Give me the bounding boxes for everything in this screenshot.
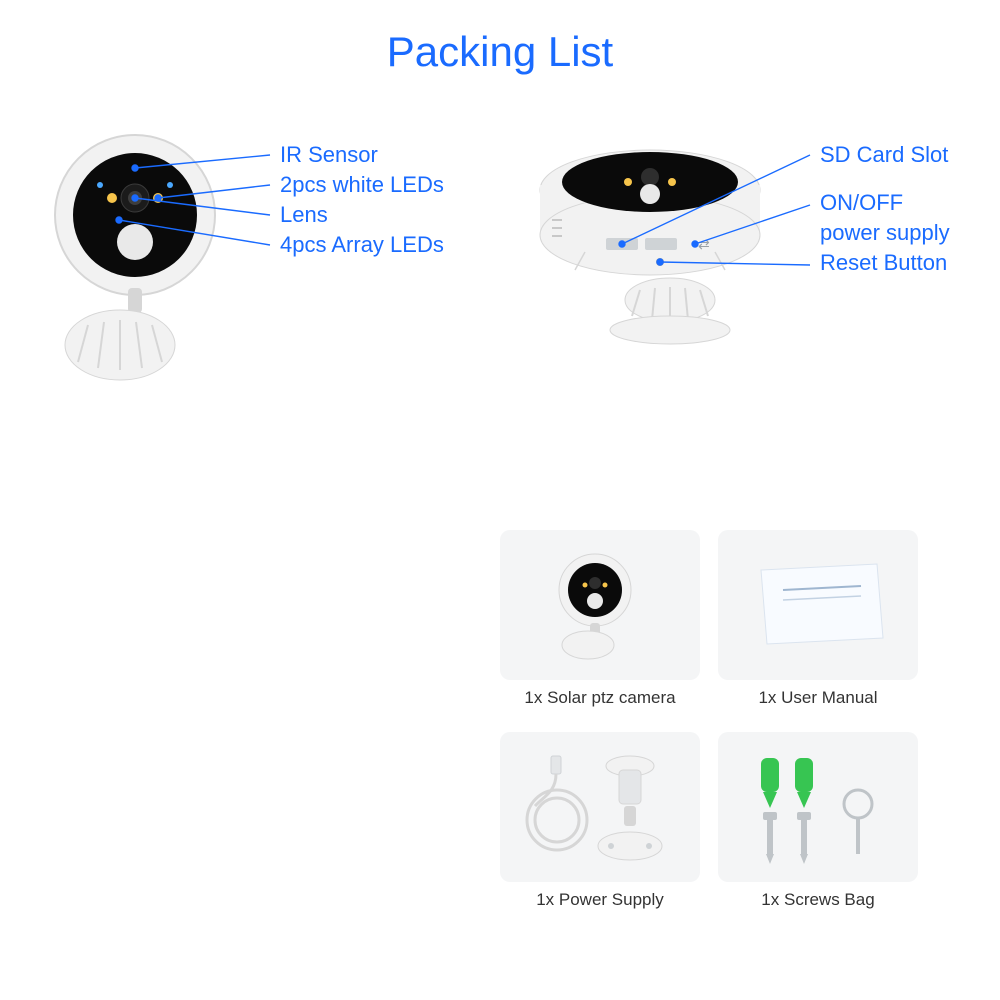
pack-img-manual: [718, 530, 918, 680]
pack-cell-screws: 1x Screws Bag: [718, 732, 918, 924]
back-callouts: SD Card Slot ON/OFF power supply Reset B…: [820, 140, 950, 278]
pack-cell-power: 1x Power Supply: [500, 732, 700, 924]
pack-label-screws: 1x Screws Bag: [718, 890, 918, 910]
label-onoff-1: ON/OFF: [820, 188, 950, 218]
pack-label-camera: 1x Solar ptz camera: [500, 688, 700, 708]
page-title: Packing List: [0, 0, 1000, 76]
diagram-row: IR Sensor 2pcs white LEDs Lens 4pcs Arra…: [0, 130, 1000, 430]
pack-label-power: 1x Power Supply: [500, 890, 700, 910]
label-lens: Lens: [280, 200, 444, 230]
pack-label-manual: 1x User Manual: [718, 688, 918, 708]
label-array-leds: 4pcs Array LEDs: [280, 230, 444, 260]
pack-img-screws: [718, 732, 918, 882]
label-reset: Reset Button: [820, 248, 950, 278]
pack-cell-manual: 1x User Manual: [718, 530, 918, 722]
camera-back-diagram: ⇄: [500, 130, 960, 390]
pack-cell-camera: 1x Solar ptz camera: [500, 530, 700, 722]
front-callouts: IR Sensor 2pcs white LEDs Lens 4pcs Arra…: [280, 140, 444, 260]
svg-text:⇄: ⇄: [698, 236, 710, 252]
label-white-leds: 2pcs white LEDs: [280, 170, 444, 200]
label-onoff-2: power supply: [820, 218, 950, 248]
pack-img-camera: [500, 530, 700, 680]
camera-front-svg: [40, 130, 230, 390]
pack-img-power: [500, 732, 700, 882]
packing-grid: 1x Solar ptz camera 1x User Manual: [500, 530, 930, 924]
camera-front-diagram: IR Sensor 2pcs white LEDs Lens 4pcs Arra…: [40, 130, 480, 390]
camera-back-svg: ⇄: [500, 130, 800, 390]
label-ir-sensor: IR Sensor: [280, 140, 444, 170]
label-sd-slot: SD Card Slot: [820, 140, 950, 170]
